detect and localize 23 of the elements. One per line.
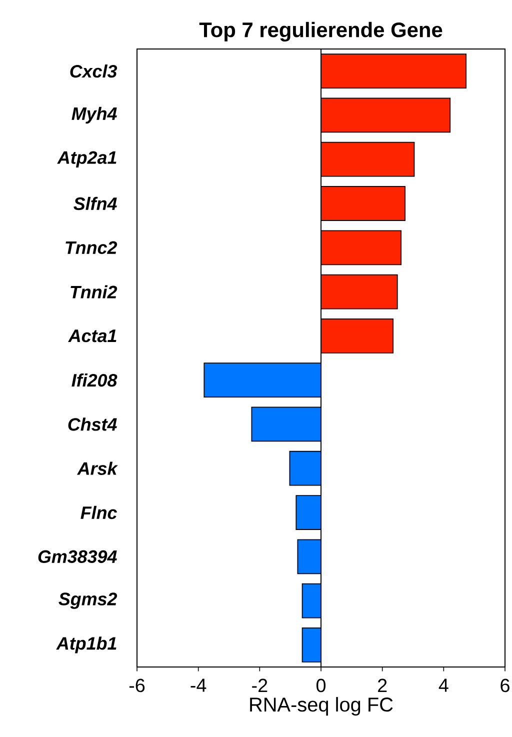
y-tick-label: Myh4	[72, 106, 117, 124]
y-tick-label: Ifi208	[72, 373, 118, 387]
chart-title: Top 7 regulierende Gene	[199, 22, 442, 42]
x-axis-title: RNA-seq log FC	[250, 697, 393, 716]
y-tick-label: Atp2a1	[57, 151, 116, 168]
x-tick-label: 0	[316, 678, 326, 692]
y-tick-label: Slfn4	[74, 196, 117, 210]
y-tick-label: Tnni2	[70, 285, 118, 298]
x-tick-label: 6	[500, 678, 510, 692]
x-tick-label: -2	[252, 678, 268, 692]
x-tick-label: 4	[438, 678, 448, 692]
y-tick-label: Sgms2	[58, 592, 118, 609]
y-tick-label: Flnc	[80, 506, 117, 520]
y-tick-label: Arsk	[76, 462, 118, 475]
y-tick-label: Tnnc2	[66, 241, 118, 254]
y-tick-label: Cxcl3	[70, 64, 118, 78]
x-tick-label: 2	[378, 678, 387, 692]
x-tick-label: -4	[190, 678, 206, 692]
y-tick-label: Gm38394	[38, 550, 117, 563]
y-tick-label: Atp1b1	[56, 636, 116, 654]
y-tick-label: Chst4	[68, 418, 117, 431]
y-tick-label: Acta1	[68, 330, 116, 342]
x-tick-label: -6	[129, 678, 145, 692]
